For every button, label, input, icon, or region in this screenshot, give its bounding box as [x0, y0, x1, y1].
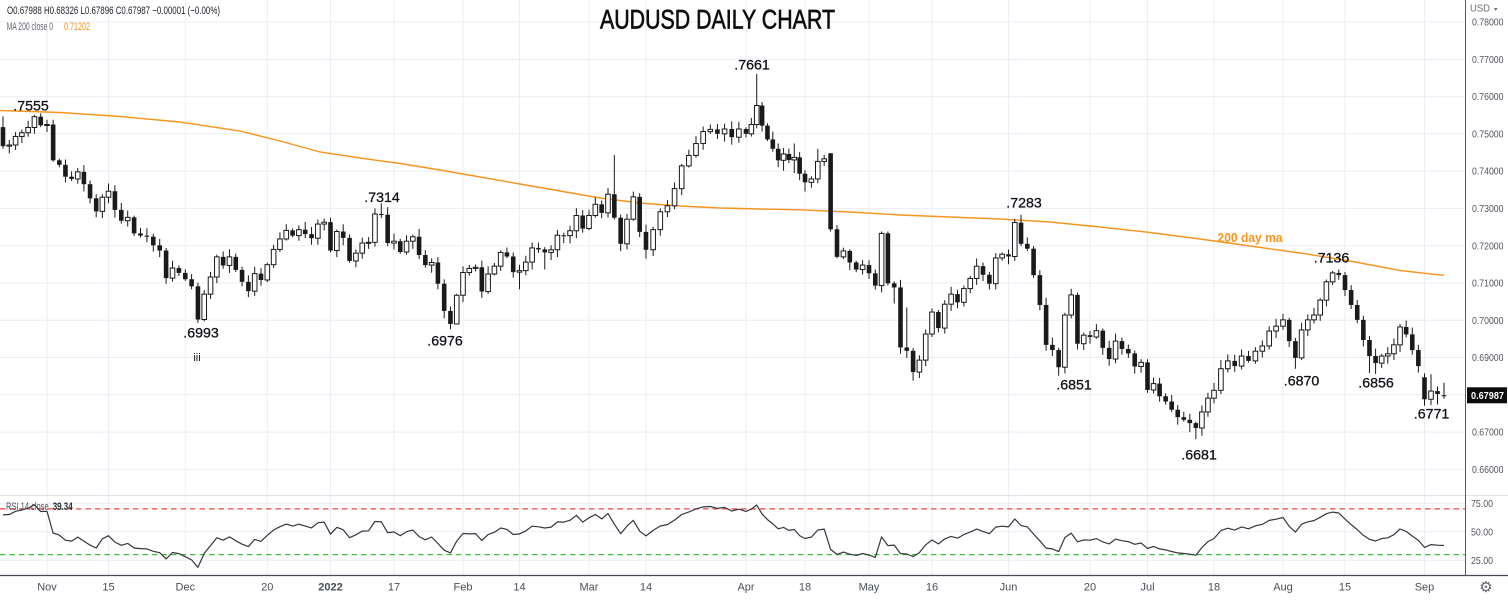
svg-text:2022: 2022 [318, 582, 342, 594]
svg-text:RSI 14 close: RSI 14 close [6, 501, 49, 513]
svg-text:14: 14 [513, 582, 525, 594]
svg-text:.6851: .6851 [1056, 377, 1092, 393]
svg-text:0.66000: 0.66000 [1472, 464, 1504, 476]
svg-text:USD: USD [1470, 4, 1490, 15]
svg-text:18: 18 [799, 582, 811, 594]
svg-text:AUDUSD DAILY CHART: AUDUSD DAILY CHART [600, 4, 835, 34]
svg-text:0.75000: 0.75000 [1472, 128, 1504, 140]
svg-text:Nov: Nov [37, 582, 57, 594]
svg-text:Dec: Dec [176, 582, 196, 594]
svg-text:.7136: .7136 [1314, 250, 1350, 266]
svg-text:0.77000: 0.77000 [1472, 54, 1504, 66]
svg-text:Jul: Jul [1140, 582, 1154, 594]
svg-text:16: 16 [926, 582, 938, 594]
svg-text:.6976: .6976 [427, 333, 463, 349]
svg-text:Sep: Sep [1415, 582, 1435, 594]
svg-text:0.70000: 0.70000 [1472, 315, 1504, 327]
svg-text:0.72000: 0.72000 [1472, 240, 1504, 252]
svg-text:.6681: .6681 [1181, 447, 1217, 463]
svg-text:75.00: 75.00 [1471, 498, 1493, 510]
svg-text:14: 14 [640, 582, 652, 594]
svg-text:.7283: .7283 [1006, 195, 1042, 211]
svg-text:May: May [859, 582, 880, 594]
svg-text:0.67000: 0.67000 [1472, 427, 1504, 439]
svg-text:0.78000: 0.78000 [1472, 17, 1504, 29]
svg-text:25.00: 25.00 [1471, 555, 1493, 567]
svg-text:.6771: .6771 [1414, 406, 1450, 422]
svg-text:iii: iii [193, 352, 200, 364]
svg-text:15: 15 [102, 582, 114, 594]
svg-text:15: 15 [1339, 582, 1351, 594]
svg-text:0.73000: 0.73000 [1472, 203, 1504, 215]
svg-text:0.76000: 0.76000 [1472, 91, 1504, 103]
svg-text:0.69000: 0.69000 [1472, 352, 1504, 364]
svg-text:Apr: Apr [737, 582, 754, 594]
svg-text:Feb: Feb [454, 582, 473, 594]
svg-text:MA 200 close 0: MA 200 close 0 [7, 21, 54, 33]
svg-text:⚙: ⚙ [1479, 579, 1492, 596]
svg-text:200 day ma: 200 day ma [1218, 230, 1284, 245]
svg-text:18: 18 [1208, 582, 1220, 594]
svg-text:50.00: 50.00 [1471, 526, 1493, 538]
svg-text:.7314: .7314 [364, 189, 400, 205]
svg-text:O0.67988 H0.68326 L0.67896 C0.: O0.67988 H0.68326 L0.67896 C0.67987 −0.0… [7, 5, 220, 17]
svg-text:.6993: .6993 [183, 325, 219, 341]
svg-text:Mar: Mar [580, 582, 599, 594]
svg-text:39.34: 39.34 [53, 501, 74, 513]
svg-text:.6856: .6856 [1358, 375, 1394, 391]
svg-text:.7661: .7661 [734, 57, 770, 73]
svg-text:Jun: Jun [1000, 582, 1018, 594]
svg-text:.7555: .7555 [13, 98, 49, 114]
svg-text:.6870: .6870 [1284, 373, 1320, 389]
svg-text:0.67987: 0.67987 [1471, 390, 1504, 402]
svg-text:20: 20 [261, 582, 273, 594]
svg-text:0.71000: 0.71000 [1472, 278, 1504, 290]
svg-text:17: 17 [388, 582, 400, 594]
svg-text:20: 20 [1084, 582, 1096, 594]
svg-text:0.71202: 0.71202 [64, 21, 90, 33]
svg-text:0.74000: 0.74000 [1472, 166, 1504, 178]
svg-text:Aug: Aug [1273, 582, 1293, 594]
